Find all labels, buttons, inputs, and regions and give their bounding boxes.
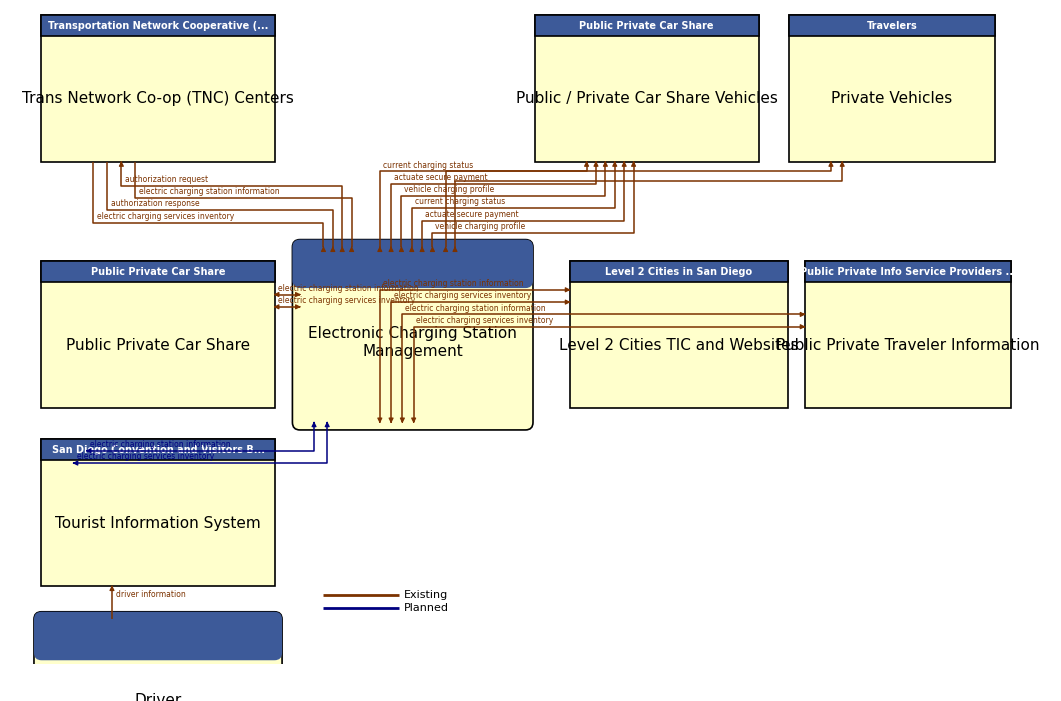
Text: Existing: Existing [404, 590, 449, 600]
Bar [41, 440, 275, 586]
FancyBboxPatch shape [34, 612, 282, 660]
Bar [41, 440, 275, 461]
Text: Electronic Charging Station
Management: Electronic Charging Station Management [309, 326, 517, 358]
Text: Public Private Car Share: Public Private Car Share [66, 338, 250, 353]
Text: electric charging station information: electric charging station information [278, 284, 419, 292]
Text: electric charging services inventory: electric charging services inventory [77, 452, 214, 461]
FancyBboxPatch shape [34, 612, 282, 701]
Bar [535, 15, 759, 162]
Text: Public Private Traveler Information: Public Private Traveler Information [777, 338, 1040, 353]
Text: Public Private Car Share: Public Private Car Share [91, 267, 225, 277]
FancyBboxPatch shape [293, 240, 533, 288]
Text: electric charging station information: electric charging station information [139, 187, 280, 196]
Text: Private Vehicles: Private Vehicles [832, 91, 953, 107]
Text: authorization response: authorization response [111, 199, 199, 208]
Text: electric charging station information: electric charging station information [90, 440, 231, 449]
Bar [41, 261, 275, 283]
Text: Public Private Info Service Providers ...: Public Private Info Service Providers ..… [800, 267, 1016, 277]
Text: Transportation Network Cooperative (...: Transportation Network Cooperative (... [48, 20, 268, 31]
Text: Public Private Car Share: Public Private Car Share [579, 20, 714, 31]
Text: electric charging station information: electric charging station information [405, 304, 545, 313]
Text: Level 2 Cities in San Diego: Level 2 Cities in San Diego [605, 267, 752, 277]
Text: Planned: Planned [404, 603, 449, 613]
Text: Tourist Information System: Tourist Information System [55, 516, 261, 531]
Bar [788, 15, 995, 162]
Text: Driver: Driver [135, 693, 181, 701]
Bar [41, 632, 275, 653]
Text: driver information: driver information [116, 590, 186, 599]
Text: vehicle charging profile: vehicle charging profile [435, 222, 525, 231]
Text: San Diego Convention and Visitors B...: San Diego Convention and Visitors B... [52, 445, 264, 455]
Bar [300, 259, 525, 280]
Text: actuate secure payment: actuate secure payment [424, 210, 519, 219]
Bar [570, 261, 787, 283]
Text: Level 2 Cities TIC and Websites: Level 2 Cities TIC and Websites [559, 338, 799, 353]
Text: vehicle charging profile: vehicle charging profile [404, 185, 494, 194]
Text: electric charging station information: electric charging station information [383, 279, 523, 288]
Bar [804, 261, 1011, 408]
Bar [788, 15, 995, 36]
Text: Public / Private Car Share Vehicles: Public / Private Car Share Vehicles [516, 91, 778, 107]
Bar [41, 261, 275, 408]
Bar [41, 15, 275, 162]
Text: electric charging services inventory: electric charging services inventory [394, 291, 532, 300]
Bar [41, 15, 275, 36]
Bar [535, 15, 759, 36]
Text: actuate secure payment: actuate secure payment [394, 173, 488, 182]
FancyBboxPatch shape [293, 240, 533, 430]
Bar [804, 261, 1011, 283]
Text: electric charging services inventory: electric charging services inventory [417, 316, 554, 325]
Text: current charging status: current charging status [415, 198, 505, 207]
Bar [570, 261, 787, 408]
Text: current charging status: current charging status [383, 161, 473, 170]
Text: electric charging services inventory: electric charging services inventory [278, 296, 416, 305]
Text: Travelers: Travelers [867, 20, 918, 31]
Text: Trans Network Co-op (TNC) Centers: Trans Network Co-op (TNC) Centers [22, 91, 294, 107]
Text: electric charging services inventory: electric charging services inventory [97, 212, 234, 221]
Text: authorization request: authorization request [125, 175, 208, 184]
